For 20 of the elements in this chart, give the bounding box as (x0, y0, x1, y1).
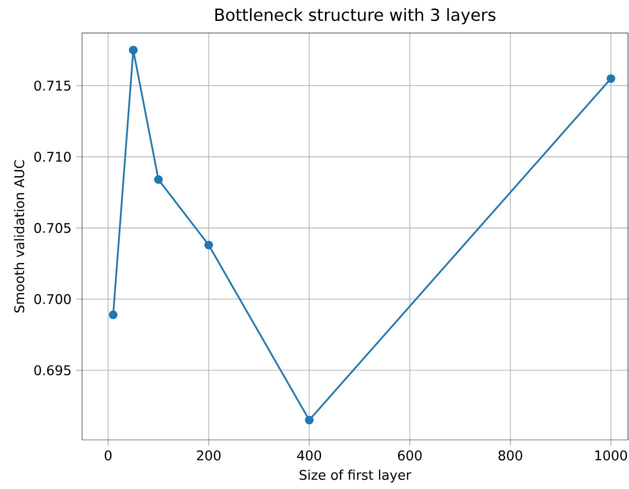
point (108, 310, 118, 320)
x-tick-label: 600 (398, 450, 422, 460)
x-axis-title: Size of first layer (300, 470, 412, 483)
point (606, 74, 616, 83)
y-tick-label: 0.710 (34, 152, 71, 162)
y-tick-label: 0.705 (34, 222, 70, 233)
y-tick-label: 0.715 (34, 80, 70, 91)
x-tick-label: 0 (104, 450, 112, 460)
x-tick-label: 200 (196, 450, 221, 460)
x-tick-label: 1000 (595, 450, 627, 460)
point (154, 175, 163, 184)
chart-title: Bottleneck structure with 3 layers (215, 8, 496, 24)
point (304, 416, 314, 424)
y-tick-label: 0.695 (34, 365, 70, 376)
point (204, 240, 214, 250)
x-tick-label: 400 (297, 450, 322, 460)
y-axis-title: Smooth validation AUC (14, 160, 24, 312)
y-tick-label: 0.700 (34, 294, 71, 304)
point (128, 46, 138, 54)
x-tick-label: 800 (498, 450, 522, 460)
